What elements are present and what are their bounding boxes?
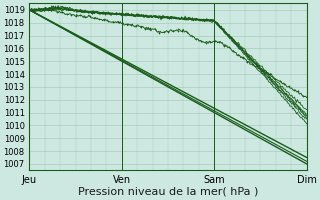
X-axis label: Pression niveau de la mer( hPa ): Pression niveau de la mer( hPa ) (78, 187, 258, 197)
